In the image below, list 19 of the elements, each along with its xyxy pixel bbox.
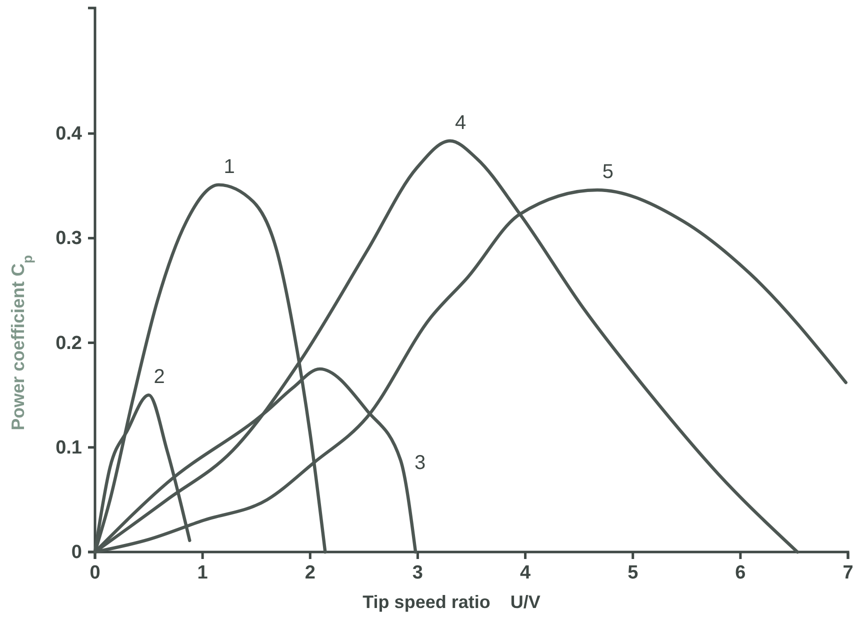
x-tick-label: 2	[304, 562, 316, 584]
y-tick-label: 0.4	[56, 124, 82, 145]
x-axis-title: Tip speed ratio U/V	[362, 592, 540, 612]
x-tick-label: 1	[197, 562, 208, 584]
x-tick-label: 5	[628, 562, 639, 584]
series-label: 2	[154, 366, 165, 388]
series-label: 5	[602, 161, 614, 184]
y-tick-label: 0.2	[56, 332, 82, 354]
series-label: 1	[224, 156, 235, 178]
x-tick-label: 7	[842, 562, 854, 584]
y-tick-label: 0	[71, 542, 82, 564]
y-tick-label: 0.3	[56, 228, 82, 250]
series-label: 4	[454, 112, 466, 134]
series-label: 3	[414, 452, 426, 474]
x-tick-label: 4	[520, 562, 531, 584]
x-tick-label: 0	[90, 562, 100, 584]
y-tick-label: 0.1	[56, 437, 82, 458]
x-tick-label: 3	[412, 562, 424, 584]
x-tick-label: 6	[735, 562, 746, 584]
